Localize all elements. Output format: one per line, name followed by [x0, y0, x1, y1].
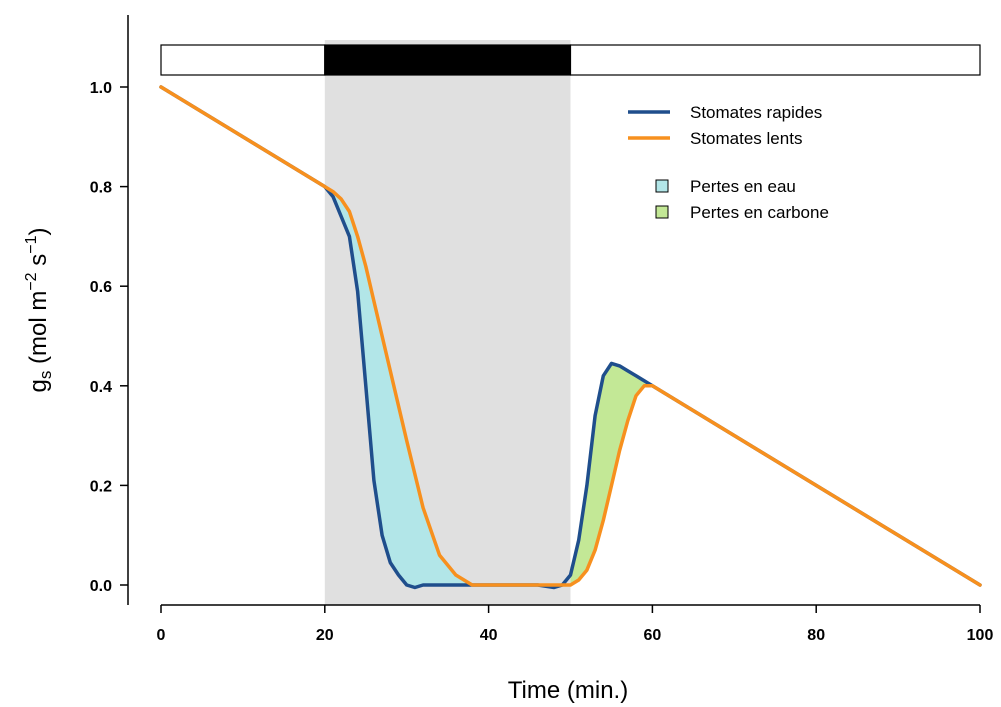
- legend-label-carbone: Pertes en carbone: [690, 203, 829, 222]
- x-tick-label: 100: [967, 627, 994, 644]
- y-axis-ticks: 0.0 0.2 0.4 0.6 0.8 1.0: [90, 80, 128, 595]
- y-axis-title-exp1: −2: [23, 272, 40, 290]
- light-segment-2: [569, 44, 981, 76]
- legend-swatch-carbone: [655, 205, 669, 219]
- y-tick-label: 1.0: [90, 80, 112, 97]
- light-segment-1: [160, 44, 326, 76]
- series-lines: [159, 85, 982, 590]
- y-axis-title-mid: s: [25, 254, 52, 273]
- y-tick-label: 0.4: [90, 379, 112, 396]
- legend: Stomates rapides Stomates lents Pertes e…: [628, 103, 829, 222]
- y-tick-label: 0.6: [90, 279, 112, 296]
- y-tick-label: 0.0: [90, 578, 112, 595]
- y-axis-title-base: g: [25, 379, 52, 392]
- y-axis-title-sub: s: [36, 371, 55, 380]
- y-axis-title-exp2: −1: [23, 235, 40, 253]
- y-axis-title-open: (mol m: [25, 291, 52, 371]
- series-line-lents: [159, 85, 982, 587]
- area-carbon-loss: [570, 363, 653, 585]
- x-tick-label: 40: [480, 627, 498, 644]
- legend-label-rapides: Stomates rapides: [690, 103, 822, 122]
- loss-areas: [324, 186, 653, 588]
- light-dark-bar: [160, 44, 981, 76]
- y-axis-title-close: ): [25, 227, 52, 235]
- y-axis-title: gs (mol m−2 s−1): [23, 227, 55, 392]
- y-tick-label: 0.8: [90, 180, 112, 197]
- x-tick-label: 80: [807, 627, 825, 644]
- legend-label-lents: Stomates lents: [690, 129, 802, 148]
- x-axis-title: Time (min.): [508, 677, 628, 704]
- x-axis-ticks: 0 20 40 60 80 100: [157, 605, 994, 644]
- y-tick-label: 0.2: [90, 478, 112, 495]
- x-tick-label: 0: [157, 627, 166, 644]
- x-tick-label: 20: [316, 627, 334, 644]
- legend-swatch-eau: [655, 179, 669, 193]
- x-tick-label: 60: [644, 627, 662, 644]
- legend-label-eau: Pertes en eau: [690, 177, 796, 196]
- dark-segment: [324, 44, 572, 76]
- area-water-loss: [324, 186, 489, 588]
